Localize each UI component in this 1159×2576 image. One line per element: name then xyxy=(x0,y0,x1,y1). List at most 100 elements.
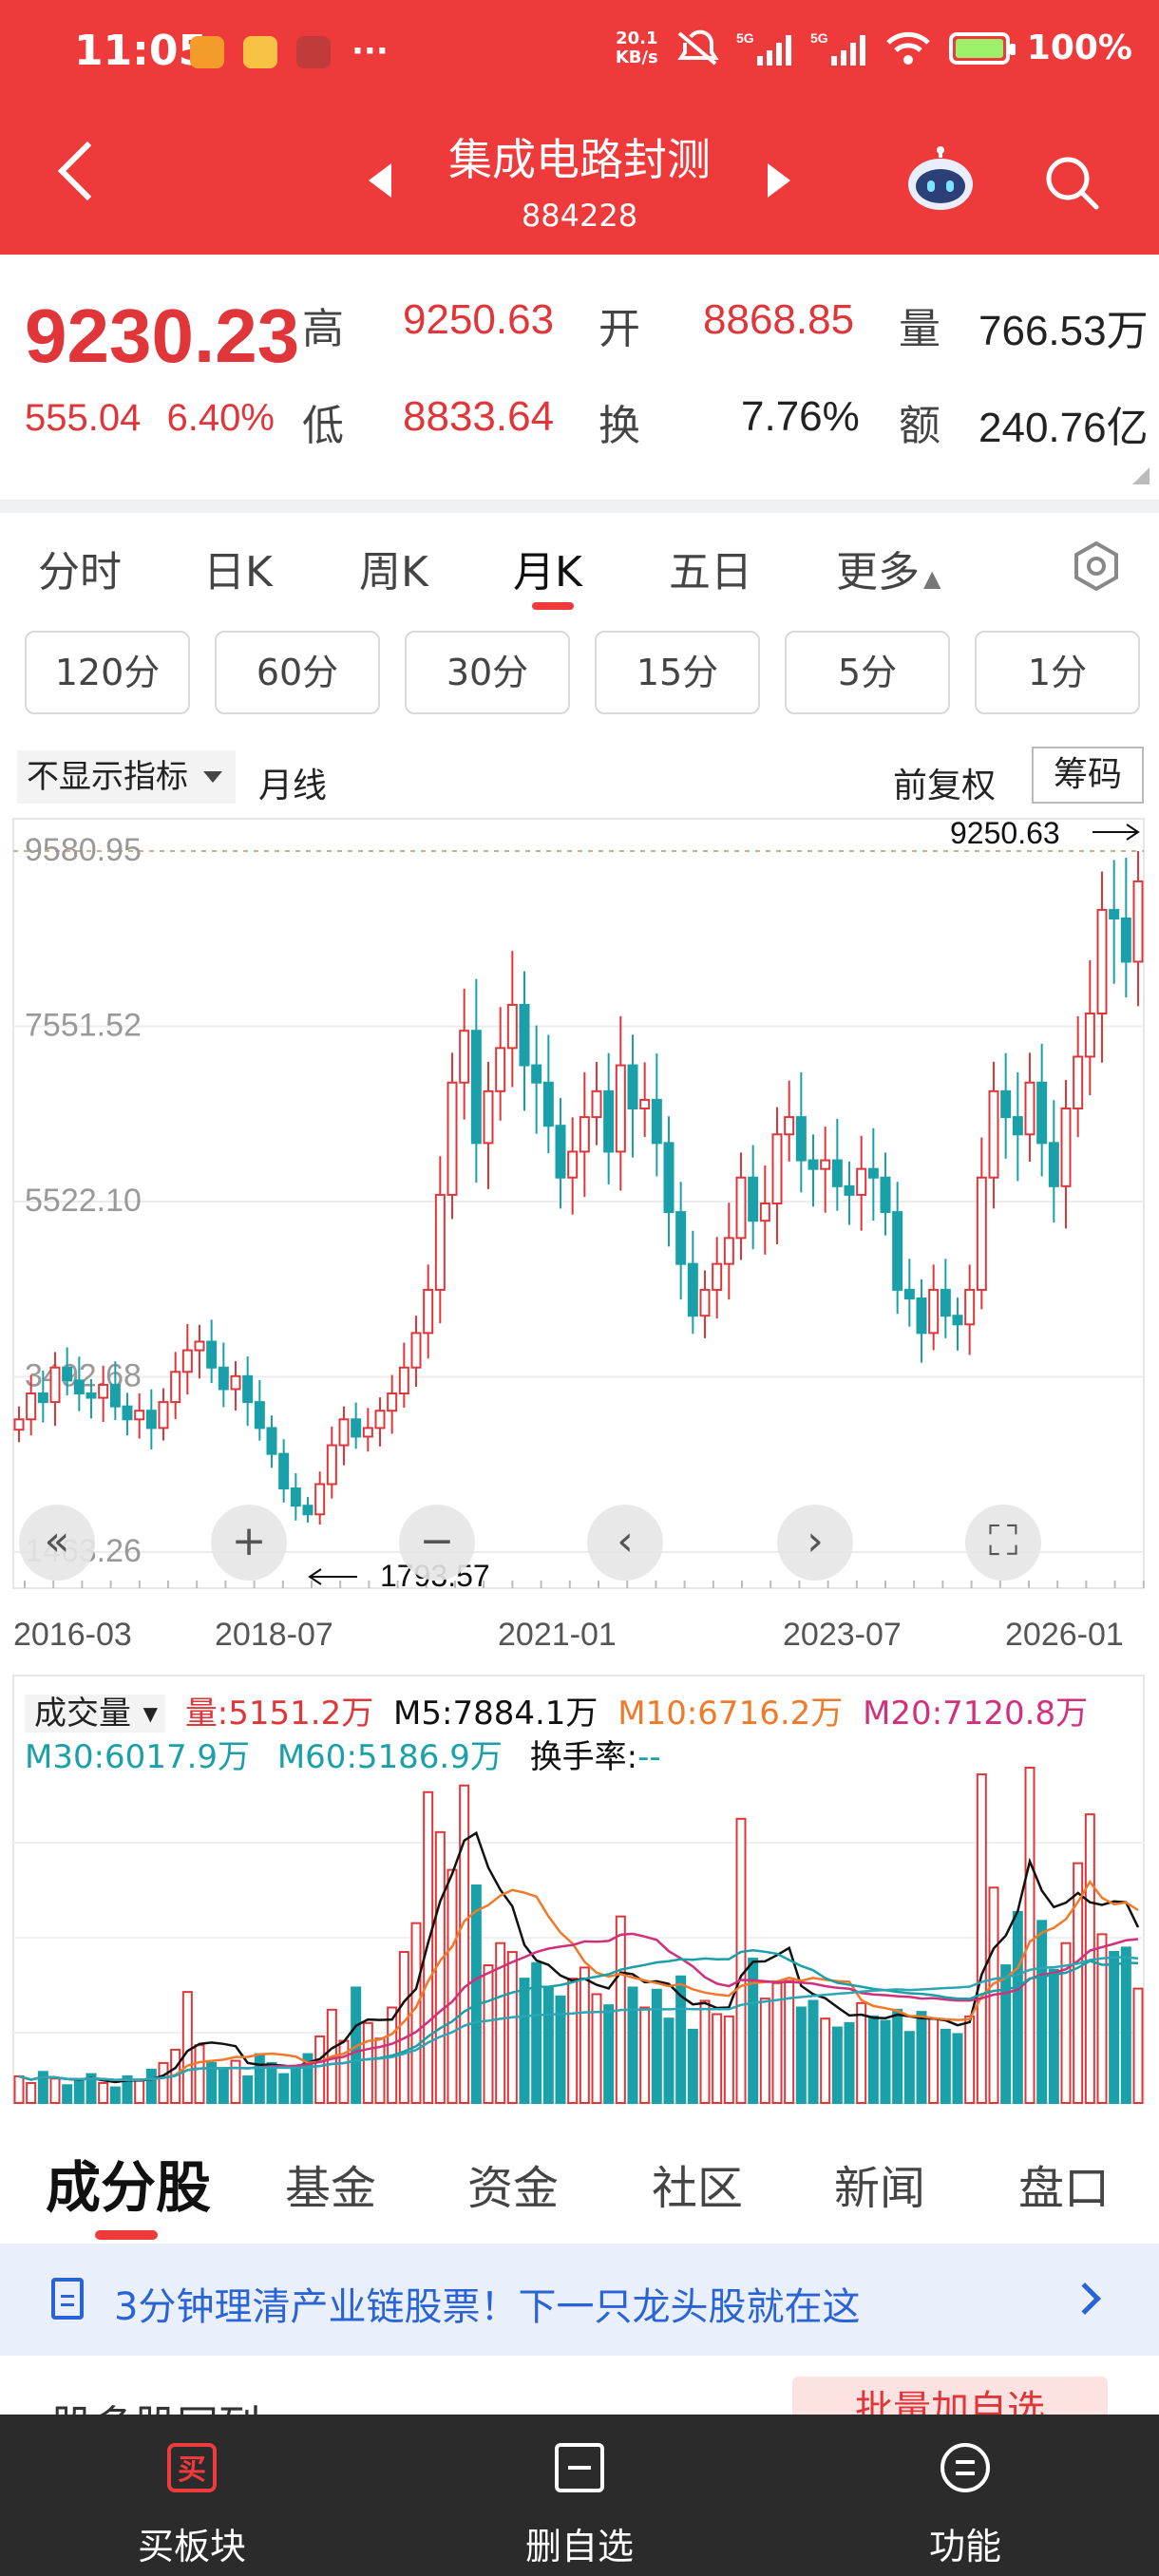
page-title: 集成电路封测 xyxy=(448,134,711,185)
tab-funds[interactable]: 基金 xyxy=(285,2162,377,2215)
signal-5g-icon-2: 5G xyxy=(810,30,865,66)
settings-hex-icon[interactable] xyxy=(1070,540,1123,593)
candle-body xyxy=(892,1211,903,1291)
volume-bar xyxy=(759,1998,770,2105)
svg-text:买: 买 xyxy=(178,2454,206,2486)
tab-constituents[interactable]: 成分股 xyxy=(46,2155,212,2220)
volume-dropdown[interactable]: 成交量 ▼ xyxy=(25,1695,165,1733)
scroll-right-button[interactable]: › xyxy=(777,1505,853,1581)
kline-frame xyxy=(12,818,1145,1589)
volume-bar xyxy=(675,1975,687,2105)
candle-body xyxy=(663,1142,674,1214)
candle-body xyxy=(254,1401,265,1430)
candle-body xyxy=(784,1116,795,1136)
functions-button[interactable]: 功能 xyxy=(823,2415,1108,2576)
search-icon[interactable] xyxy=(1043,154,1100,211)
active-subtab-indicator xyxy=(95,2230,158,2240)
next-sector-button[interactable] xyxy=(768,163,790,198)
candle-body xyxy=(867,1167,879,1179)
period-120m[interactable]: 120分 xyxy=(25,631,190,714)
chips-button[interactable]: 筹码 xyxy=(1032,747,1144,804)
period-15m[interactable]: 15分 xyxy=(595,631,760,714)
volume-bar xyxy=(218,2068,229,2104)
candle-body xyxy=(820,1159,831,1170)
candle-body xyxy=(446,1081,458,1196)
x-tick-label: 2018-07 xyxy=(215,1617,333,1653)
tab-five-day[interactable]: 五日 xyxy=(669,548,752,597)
volume-bar xyxy=(519,1978,530,2104)
zoom-out-button[interactable]: − xyxy=(399,1505,475,1581)
candle-body xyxy=(940,1288,951,1317)
chart-tabs: 分时 日K 周K 月K 五日 更多 ▲ xyxy=(0,513,1159,614)
svg-text:5G: 5G xyxy=(736,30,754,46)
ai-assistant-robot-icon[interactable] xyxy=(904,146,977,213)
candle-body xyxy=(495,1047,506,1092)
volume-bar xyxy=(542,1986,554,2105)
volume-bar xyxy=(398,1951,409,2104)
volume-bar xyxy=(723,2015,734,2104)
prev-sector-button[interactable] xyxy=(369,163,391,198)
turnover-rate-label: 换手率: xyxy=(529,1738,638,1776)
tab-weekly-k[interactable]: 周K xyxy=(359,548,428,597)
volume-legend-row2: M30:6017.9万 M60:5186.9万 换手率:-- xyxy=(25,1731,661,1777)
tab-monthly-k[interactable]: 月K xyxy=(513,548,582,597)
kline-chart[interactable]: 9580.957551.525522.103492.681463.262016-… xyxy=(0,809,1159,1664)
tab-capital[interactable]: 资金 xyxy=(467,2162,560,2215)
candle-body xyxy=(651,1098,662,1145)
batch-add-watchlist-button[interactable]: 批量加自选 xyxy=(792,2377,1108,2415)
volume-bar xyxy=(470,1884,482,2104)
candle-body xyxy=(314,1483,326,1516)
x-tick-label: 2016-03 xyxy=(13,1617,132,1653)
promo-banner[interactable]: 3分钟理清产业链股票！下一只龙头股就在这 xyxy=(0,2244,1159,2356)
volume-bar xyxy=(98,2081,109,2104)
zoom-in-button[interactable]: + xyxy=(211,1505,287,1581)
indicator-dropdown[interactable]: 不显示指标 xyxy=(17,750,236,804)
x-tick-label: 2021-01 xyxy=(498,1617,617,1653)
status-time: 11:05 xyxy=(74,27,208,75)
buy-sector-button[interactable]: 买 买板块 xyxy=(49,2415,334,2576)
volume-chart[interactable]: 成交量 ▼ 量:5151.2万 M5:7884.1万 M10:6716.2万 M2… xyxy=(0,1672,1159,2109)
remove-watchlist-button[interactable]: 删自选 xyxy=(437,2415,722,2576)
turnover-label: 换 xyxy=(598,402,640,450)
period-5m[interactable]: 5分 xyxy=(785,631,950,714)
tab-community[interactable]: 社区 xyxy=(652,2162,744,2215)
tab-orderbook[interactable]: 盘口 xyxy=(1018,2162,1111,2215)
tab-more[interactable]: 更多 ▲ xyxy=(836,538,940,598)
price-change: 555.04 6.40% xyxy=(25,397,275,440)
expand-corner-icon[interactable] xyxy=(1132,467,1150,484)
candle-body xyxy=(181,1349,193,1373)
open-value: 8868.85 xyxy=(703,296,855,343)
candle-body xyxy=(26,1392,37,1421)
volume-bar xyxy=(1000,1964,1012,2105)
sector-code: 884228 xyxy=(521,198,638,234)
scroll-left-fast-button[interactable]: « xyxy=(19,1505,95,1581)
period-60m[interactable]: 60分 xyxy=(215,631,380,714)
volume-bar xyxy=(37,2071,48,2104)
volume-bar xyxy=(181,1991,193,2104)
candle-body xyxy=(423,1288,434,1335)
list-header-peek: 股多股同列 批量加自选 xyxy=(0,2356,1159,2415)
volume-bar xyxy=(206,2061,218,2104)
forward-adjust-toggle[interactable]: 前复权 xyxy=(893,767,997,805)
scroll-left-button[interactable]: ‹ xyxy=(587,1505,663,1581)
volume-bar xyxy=(663,2017,674,2104)
tab-news[interactable]: 新闻 xyxy=(834,2162,926,2215)
m60-value: M60:5186.9万 xyxy=(276,1738,503,1776)
candle-body xyxy=(278,1452,290,1490)
period-1m[interactable]: 1分 xyxy=(975,631,1140,714)
last-price: 9230.23 xyxy=(25,294,300,378)
candle-body xyxy=(748,1176,759,1222)
tab-intraday[interactable]: 分时 xyxy=(38,548,122,597)
volume-bar xyxy=(1120,1946,1131,2104)
candle-body xyxy=(351,1418,362,1438)
period-30m[interactable]: 30分 xyxy=(405,631,570,714)
candle-body xyxy=(170,1371,181,1404)
fullscreen-button[interactable]: ⛶ xyxy=(965,1505,1041,1581)
volume-bar xyxy=(506,1951,518,2104)
candle-body xyxy=(145,1410,157,1430)
network-speed: 20.1 KB/s xyxy=(615,28,658,67)
tab-daily-k[interactable]: 日K xyxy=(203,548,273,597)
volume-bar xyxy=(1132,1987,1144,2104)
candle-body xyxy=(387,1392,398,1412)
multi-stock-label[interactable]: 股多股同列 xyxy=(51,2392,260,2415)
